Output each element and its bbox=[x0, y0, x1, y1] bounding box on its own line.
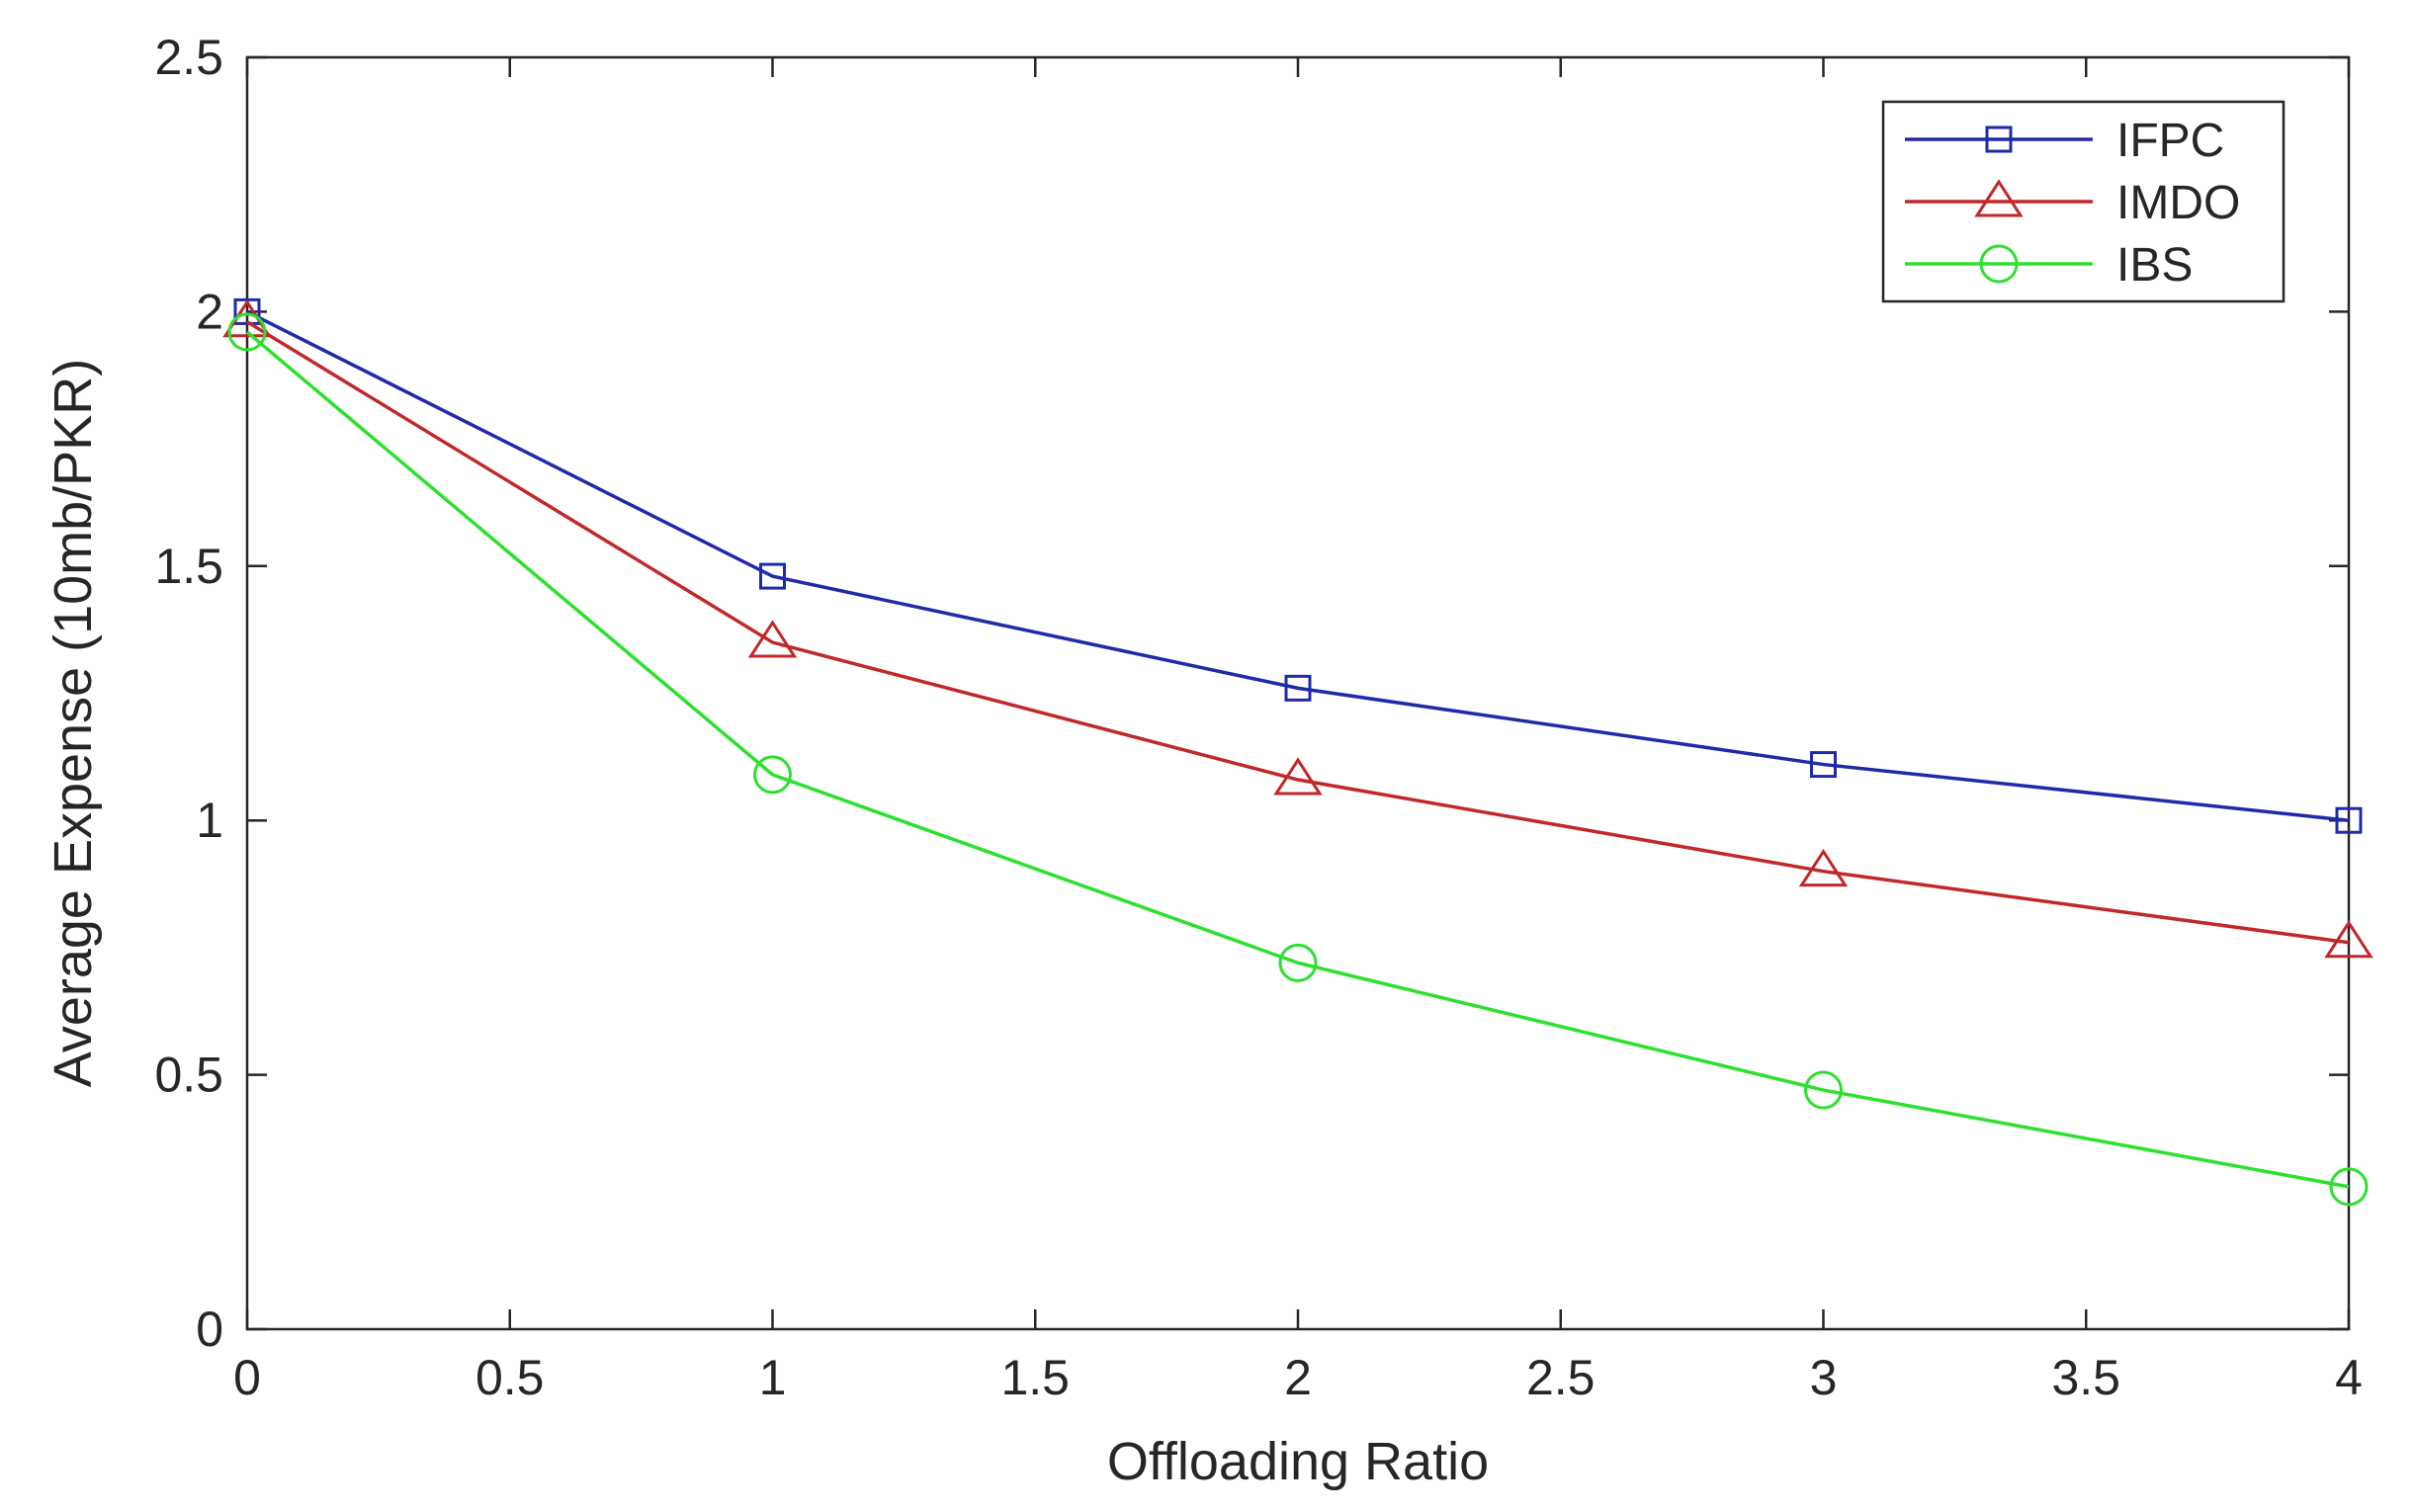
data-point-ifpc bbox=[2335, 806, 2363, 834]
data-point-imdo bbox=[1273, 757, 1323, 796]
series-line-imdo bbox=[246, 320, 2350, 945]
x-tick-label: 1.5 bbox=[1000, 1350, 1070, 1405]
legend-label-ifpc: IFPC bbox=[2116, 115, 2224, 167]
y-tick-label: 0.5 bbox=[154, 1048, 223, 1103]
legend-label-ibs: IBS bbox=[2116, 239, 2193, 292]
legend-marker-ibs bbox=[1979, 244, 2019, 284]
series-line-ifpc bbox=[246, 309, 2350, 822]
data-point-ibs bbox=[1804, 1070, 1843, 1110]
legend-marker-ifpc bbox=[1985, 126, 2013, 153]
x-axis-title: Offloading Ratio bbox=[1107, 1432, 1489, 1491]
legend: IFPC IMDO IBS bbox=[1881, 100, 2286, 303]
x-tick-label: 0 bbox=[233, 1350, 261, 1405]
y-tick-label: 0 bbox=[196, 1302, 223, 1357]
x-tick-label: 1 bbox=[759, 1350, 787, 1405]
data-point-ibs bbox=[2329, 1167, 2369, 1207]
y-tick-label: 2.5 bbox=[154, 30, 223, 85]
x-tick-label: 2 bbox=[1284, 1350, 1312, 1405]
data-point-ibs bbox=[227, 312, 267, 352]
data-point-ifpc bbox=[1284, 674, 1312, 702]
x-tick-label: 4 bbox=[2335, 1350, 2363, 1405]
series-ibs bbox=[227, 312, 2369, 1207]
data-point-imdo bbox=[2324, 919, 2373, 959]
x-tick-label: 2.5 bbox=[1526, 1350, 1596, 1405]
y-tick-label: 1 bbox=[196, 793, 223, 848]
series-line-ibs bbox=[245, 330, 2350, 1189]
legend-label-imdo: IMDO bbox=[2116, 177, 2240, 229]
y-axis-title: Average Expense (10mb/PKR) bbox=[43, 359, 103, 1087]
y-tick-label: 1.5 bbox=[154, 539, 223, 594]
series-group bbox=[222, 297, 2373, 1207]
data-point-ifpc bbox=[759, 562, 786, 590]
y-tick-label: 2 bbox=[196, 284, 223, 339]
data-point-ifpc bbox=[1810, 751, 1837, 779]
x-tick-label: 0.5 bbox=[475, 1350, 545, 1405]
x-tick-label: 3 bbox=[1810, 1350, 1838, 1405]
data-point-ibs bbox=[1278, 943, 1318, 982]
data-point-ibs bbox=[753, 755, 792, 795]
data-point-imdo bbox=[1798, 848, 1849, 887]
data-point-imdo bbox=[747, 620, 798, 658]
series-ifpc bbox=[233, 297, 2363, 834]
x-tick-label: 3.5 bbox=[2051, 1350, 2120, 1405]
legend-marker-imdo bbox=[1974, 179, 2024, 217]
axes: 0 0.5 1 1.5 2 2.5 3 3.5 4 0 0.5 1 1.5 2 2.5 bbox=[154, 30, 2362, 1405]
